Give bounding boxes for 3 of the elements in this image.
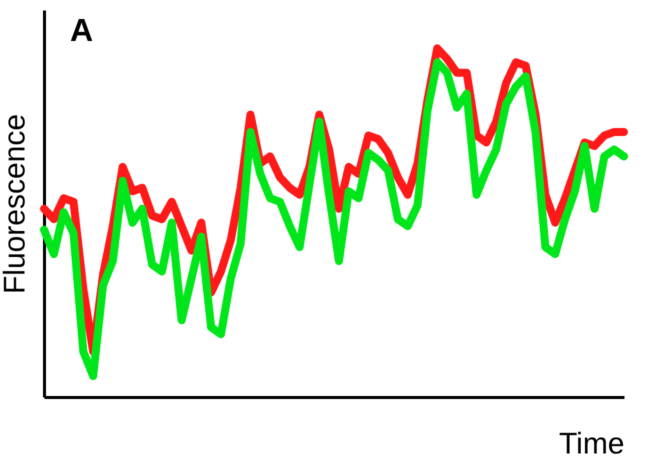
chart-title: A <box>70 12 94 48</box>
y-axis-title: Fluorescence <box>0 114 32 294</box>
x-axis-title: Time <box>558 428 624 460</box>
